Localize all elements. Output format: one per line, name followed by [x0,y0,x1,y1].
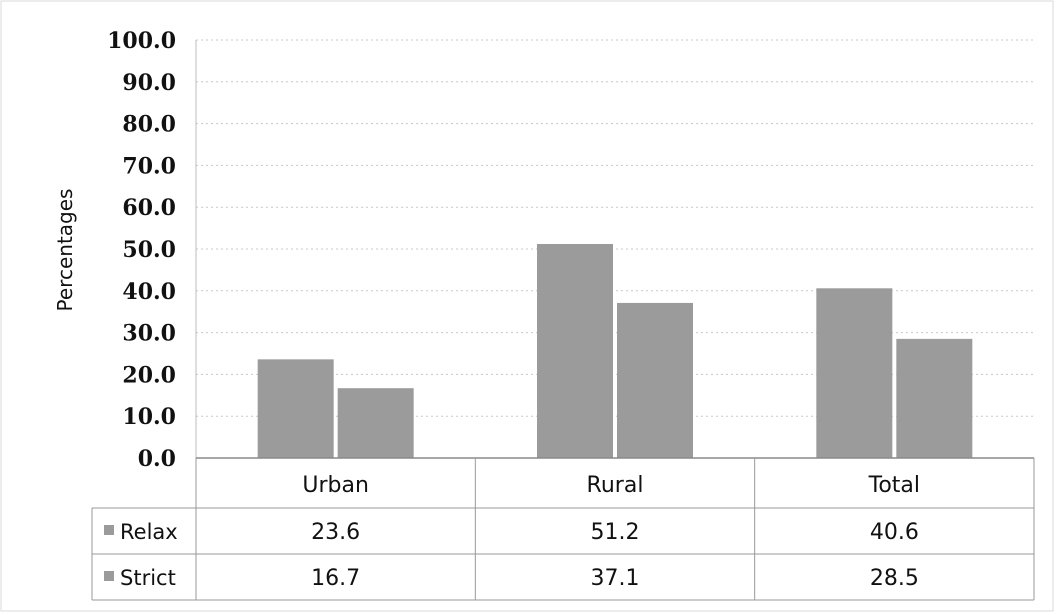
data-table: Urban Rural Total Relax 23.6 51.2 40.6 Strict 16… [91,458,1035,601]
bar-strict-rural [617,302,693,458]
data-label: 16.7 [311,566,360,591]
bar-relax-total [816,288,893,458]
bar-strict-total [896,338,973,458]
y-tick-labels: 0.0 10.0 20.0 30.0 40.0 50.0 60.0 70.0 80.0 90.0 1… [107,28,176,472]
bar-relax-urban [257,359,334,458]
bar-relax-rural [537,243,613,458]
data-label: 51.2 [591,520,640,545]
legend-label-relax: Relax [120,520,178,544]
category-label: Rural [587,473,644,498]
y-tick-label: 40.0 [122,279,176,305]
bars [196,243,1034,459]
gridlines [195,39,1034,458]
y-tick-label: 0.0 [138,446,176,472]
y-tick-label: 80.0 [122,112,176,138]
y-tick-label: 20.0 [122,362,176,388]
legend-label-strict: Strict [120,566,176,590]
legend-swatch-relax [104,525,114,535]
data-label: 40.6 [870,520,919,545]
y-axis-label: Percentages [53,189,77,312]
category-label: Urban [302,473,369,498]
category-label: Total [868,473,920,498]
y-tick-label: 50.0 [122,237,176,263]
y-tick-label: 70.0 [122,153,176,179]
y-tick-label: 10.0 [122,404,176,430]
y-tick-label: 100.0 [107,28,176,54]
legend-swatch-strict [104,571,114,581]
data-label: 37.1 [591,566,640,591]
data-label: 28.5 [870,566,919,591]
y-tick-label: 60.0 [122,195,176,221]
bar-strict-urban [337,388,414,458]
y-tick-label: 90.0 [122,70,176,96]
y-tick-label: 30.0 [122,321,176,347]
data-label: 23.6 [311,520,360,545]
